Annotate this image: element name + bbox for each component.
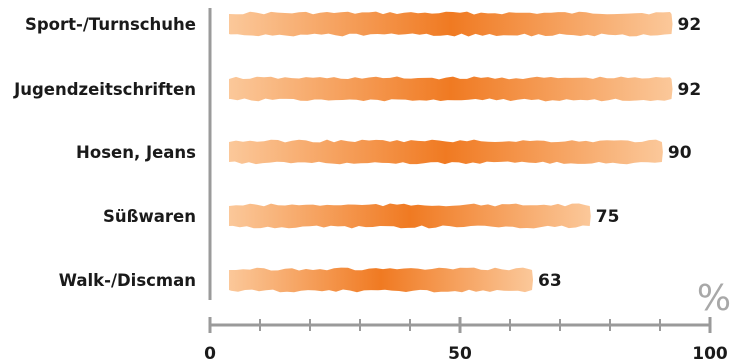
- value-label: 92: [678, 80, 702, 100]
- category-label: Hosen, Jeans: [76, 143, 196, 162]
- bar: [229, 139, 663, 165]
- value-label: 90: [668, 143, 692, 163]
- x-unit-label: %: [697, 278, 731, 319]
- bars-layer: Sport-/Turnschuhe 92 Jugendzeitschriften 92…: [13, 11, 702, 293]
- category-label: Jugendzeitschriften: [13, 80, 196, 99]
- value-label: 63: [538, 271, 562, 291]
- category-label: Walk-/Discman: [59, 271, 196, 290]
- x-tick-label: 50: [448, 344, 472, 364]
- value-label: 75: [596, 207, 620, 227]
- bar: [229, 267, 534, 293]
- category-label: Sport-/Turnschuhe: [25, 15, 196, 34]
- category-label: Süßwaren: [103, 207, 196, 226]
- value-label: 92: [678, 15, 702, 35]
- x-tick-label: 0: [204, 344, 216, 364]
- bar: [229, 203, 591, 229]
- ticks-layer: 0 50 100: [204, 317, 728, 364]
- x-tick-label: 100: [692, 344, 728, 364]
- bar: [229, 76, 673, 102]
- bar: [229, 11, 673, 37]
